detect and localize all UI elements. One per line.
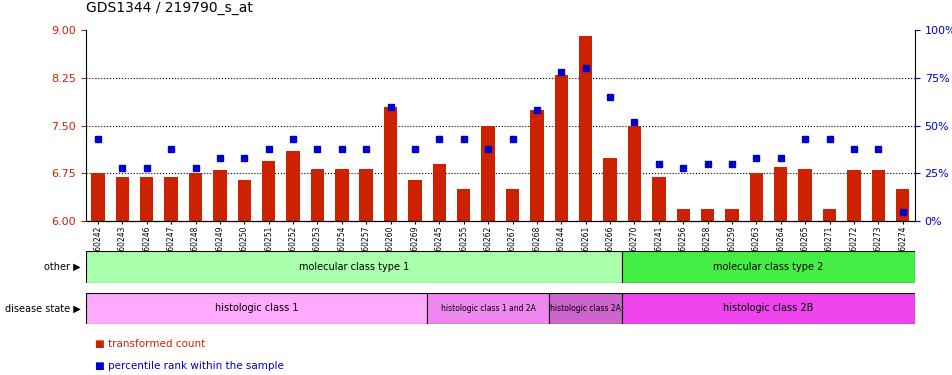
Bar	[237, 180, 250, 221]
Bar	[432, 164, 446, 221]
Bar	[895, 189, 908, 221]
Bar	[822, 209, 835, 221]
Bar	[426, 292, 548, 324]
Bar	[457, 189, 470, 221]
Bar	[622, 251, 914, 283]
Bar	[871, 170, 884, 221]
Bar	[579, 36, 592, 221]
Bar	[286, 151, 300, 221]
Bar	[622, 292, 914, 324]
Bar	[749, 173, 763, 221]
Bar	[86, 292, 426, 324]
Bar	[773, 167, 786, 221]
Text: ■ percentile rank within the sample: ■ percentile rank within the sample	[95, 361, 284, 371]
Bar	[384, 106, 397, 221]
Bar	[359, 169, 372, 221]
Bar	[724, 209, 738, 221]
Bar	[651, 177, 664, 221]
Bar	[627, 126, 641, 221]
Text: histologic class 1 and 2A: histologic class 1 and 2A	[440, 304, 535, 313]
Text: other ▶: other ▶	[45, 262, 81, 272]
Bar	[86, 251, 622, 283]
Bar	[700, 209, 714, 221]
Bar	[140, 177, 153, 221]
Bar	[188, 173, 202, 221]
Text: histologic class 2A: histologic class 2A	[549, 304, 621, 313]
Bar	[407, 180, 421, 221]
Bar	[676, 209, 689, 221]
Bar	[91, 173, 105, 221]
Bar	[115, 177, 129, 221]
Bar	[481, 126, 494, 221]
Text: molecular class type 2: molecular class type 2	[713, 262, 823, 272]
Bar	[554, 75, 567, 221]
Text: histologic class 1: histologic class 1	[214, 303, 298, 313]
Bar	[798, 169, 811, 221]
Bar	[506, 189, 519, 221]
Bar	[529, 110, 543, 221]
Bar	[548, 292, 622, 324]
Bar	[335, 169, 348, 221]
Bar	[846, 170, 860, 221]
Bar	[603, 158, 616, 221]
Text: ■ transformed count: ■ transformed count	[95, 339, 206, 349]
Bar	[213, 170, 227, 221]
Text: GDS1344 / 219790_s_at: GDS1344 / 219790_s_at	[86, 1, 252, 15]
Text: disease state ▶: disease state ▶	[6, 303, 81, 313]
Bar	[310, 169, 324, 221]
Bar	[165, 177, 178, 221]
Bar	[262, 160, 275, 221]
Text: molecular class type 1: molecular class type 1	[299, 262, 408, 272]
Text: histologic class 2B: histologic class 2B	[723, 303, 813, 313]
